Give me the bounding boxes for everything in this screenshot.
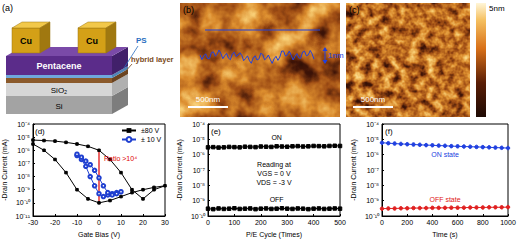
svg-text:200: 200 xyxy=(401,219,413,226)
svg-text:(b): (b) xyxy=(183,5,194,15)
svg-text:30: 30 xyxy=(161,219,169,226)
svg-text:ON: ON xyxy=(271,134,282,141)
svg-text:500nm: 500nm xyxy=(196,95,221,104)
svg-text:10⁻⁶: 10⁻⁶ xyxy=(192,151,205,158)
svg-text:10⁻⁹: 10⁻⁹ xyxy=(366,197,379,204)
svg-text:10⁻¹⁰: 10⁻¹⁰ xyxy=(191,213,206,220)
svg-text:P/E Cycle (Times): P/E Cycle (Times) xyxy=(246,231,302,239)
svg-text:1nm: 1nm xyxy=(328,51,344,60)
svg-text:VGS = 0 V: VGS = 0 V xyxy=(257,170,291,177)
svg-text:10⁻⁷: 10⁻⁷ xyxy=(367,167,380,174)
svg-text:10⁻⁶: 10⁻⁶ xyxy=(366,151,379,158)
svg-text:-Drain Current (mA): -Drain Current (mA) xyxy=(1,139,9,200)
svg-text:SiO₂: SiO₂ xyxy=(51,86,67,95)
svg-text:10⁻⁴: 10⁻⁴ xyxy=(366,121,379,128)
svg-text:20: 20 xyxy=(139,219,147,226)
svg-text:600: 600 xyxy=(452,219,464,226)
svg-text:Time (s): Time (s) xyxy=(432,231,457,239)
svg-text:Si: Si xyxy=(55,102,62,111)
svg-text:0: 0 xyxy=(206,219,210,226)
svg-text:5nm: 5nm xyxy=(489,4,505,13)
svg-text:ON state: ON state xyxy=(431,151,459,158)
svg-text:300: 300 xyxy=(281,219,293,226)
svg-text:VDS = -3 V: VDS = -3 V xyxy=(256,179,292,186)
svg-text:10⁻⁶: 10⁻⁶ xyxy=(17,147,30,154)
svg-text:Pentacene: Pentacene xyxy=(36,61,81,71)
svg-text:10⁻⁴: 10⁻⁴ xyxy=(192,121,205,128)
svg-text:OFF: OFF xyxy=(270,196,284,203)
svg-text:-Drain Current (mA): -Drain Current (mA) xyxy=(176,139,184,200)
svg-text:10⁻⁸: 10⁻⁸ xyxy=(192,182,205,189)
svg-text:Reading at: Reading at xyxy=(257,161,291,169)
svg-text:Cu: Cu xyxy=(86,36,98,46)
svg-text:10⁻⁷: 10⁻⁷ xyxy=(193,167,206,174)
svg-text:-Drain Current (mA): -Drain Current (mA) xyxy=(350,139,358,200)
svg-text:(d): (d) xyxy=(35,127,45,136)
svg-text:800: 800 xyxy=(477,219,489,226)
svg-text:200: 200 xyxy=(255,219,267,226)
svg-text:(e): (e) xyxy=(211,127,221,136)
svg-text:10⁻⁵: 10⁻⁵ xyxy=(192,136,205,143)
svg-text:10⁻⁸: 10⁻⁸ xyxy=(17,173,30,180)
svg-text:10⁻⁵: 10⁻⁵ xyxy=(366,136,379,143)
svg-text:500nm: 500nm xyxy=(361,95,386,104)
svg-text:Ratio >10⁴: Ratio >10⁴ xyxy=(104,155,137,162)
svg-text:400: 400 xyxy=(427,219,439,226)
svg-text:-10: -10 xyxy=(72,219,82,226)
svg-text:PS: PS xyxy=(136,36,147,45)
svg-text:10⁻⁵: 10⁻⁵ xyxy=(17,134,30,141)
svg-text:10⁻⁹: 10⁻⁹ xyxy=(192,197,205,204)
svg-text:100: 100 xyxy=(229,219,241,226)
svg-text:±80 V: ±80 V xyxy=(141,127,160,134)
svg-text:10⁻⁹: 10⁻⁹ xyxy=(17,186,30,193)
svg-text:10⁻⁴: 10⁻⁴ xyxy=(17,121,30,128)
svg-text:10⁻¹⁰: 10⁻¹⁰ xyxy=(365,213,380,220)
svg-text:10⁻¹⁰: 10⁻¹⁰ xyxy=(16,199,31,206)
svg-text:10⁻⁸: 10⁻⁸ xyxy=(366,182,379,189)
svg-text:10⁻¹¹: 10⁻¹¹ xyxy=(15,212,30,220)
svg-text:10: 10 xyxy=(117,219,125,226)
svg-text:-20: -20 xyxy=(50,219,60,226)
svg-text:0: 0 xyxy=(380,219,384,226)
svg-text:-30: -30 xyxy=(28,219,38,226)
svg-text:0: 0 xyxy=(97,219,101,226)
svg-text:400: 400 xyxy=(308,219,320,226)
svg-text:(a): (a) xyxy=(2,3,13,13)
svg-text:10⁻⁷: 10⁻⁷ xyxy=(18,160,31,167)
svg-text:Cu: Cu xyxy=(20,36,32,46)
svg-text:OFF state: OFF state xyxy=(429,196,460,203)
svg-text:1000: 1000 xyxy=(500,219,516,226)
svg-text:500: 500 xyxy=(334,219,346,226)
svg-text:(f): (f) xyxy=(385,127,393,136)
svg-text:Gate Bias (V): Gate Bias (V) xyxy=(78,231,120,239)
svg-text:hybrid layer: hybrid layer xyxy=(131,55,174,64)
svg-text:± 10 V: ± 10 V xyxy=(141,136,162,143)
svg-text:(c): (c) xyxy=(349,5,360,15)
